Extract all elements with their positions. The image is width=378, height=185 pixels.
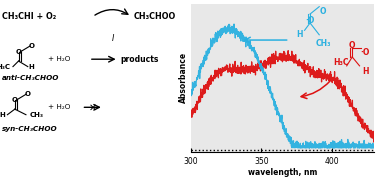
Text: O: O — [12, 97, 18, 103]
Text: CH₃CHOO: CH₃CHOO — [133, 12, 176, 21]
Text: CH₃: CH₃ — [29, 112, 43, 118]
Text: I: I — [112, 34, 114, 43]
Text: ✕: ✕ — [88, 102, 97, 112]
Text: O: O — [320, 7, 326, 16]
Text: O: O — [15, 49, 22, 55]
Text: ·O: ·O — [305, 16, 315, 25]
Text: anti-CH₃CHOO: anti-CH₃CHOO — [2, 75, 59, 81]
Text: syn-CH₃CHOO: syn-CH₃CHOO — [2, 127, 57, 132]
Text: CH₃CHI + O₂: CH₃CHI + O₂ — [2, 12, 56, 21]
Text: H₃C: H₃C — [333, 58, 349, 68]
Text: products: products — [120, 55, 159, 64]
Text: + H₂O: + H₂O — [48, 56, 71, 62]
Text: + H₂O: + H₂O — [48, 104, 71, 110]
Text: H₃C: H₃C — [0, 64, 11, 70]
Text: CH₃: CH₃ — [315, 39, 331, 48]
Y-axis label: Absorbance: Absorbance — [179, 52, 188, 103]
Text: O: O — [349, 41, 355, 50]
Text: H: H — [362, 67, 368, 76]
Text: H: H — [296, 30, 302, 39]
Text: ·O: ·O — [360, 48, 370, 57]
X-axis label: wavelength, nm: wavelength, nm — [248, 168, 317, 177]
Text: H: H — [29, 64, 34, 70]
Text: O: O — [25, 91, 31, 97]
Text: O: O — [28, 43, 34, 49]
Text: H: H — [0, 112, 5, 118]
